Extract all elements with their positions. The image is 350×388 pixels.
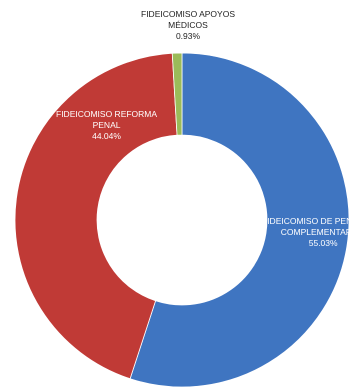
label-pensiones-percent: 55.03%	[308, 238, 338, 248]
label-apoyos-medicos: FIDEICOMISO APOYOS MÉDICOS 0.93%	[128, 9, 248, 42]
slice-reforma-penal	[14, 52, 178, 380]
label-reforma-line2: PENAL	[92, 120, 121, 130]
label-reforma-penal: FIDEICOMISO REFORMA PENAL 44.04%	[56, 109, 157, 142]
label-apoyos-line2: MÉDICOS	[168, 20, 208, 30]
label-apoyos-percent: 0.93%	[175, 31, 201, 41]
label-pensiones-line2: COMPLEMENTARIAS	[280, 227, 350, 237]
label-reforma-line1: FIDEICOMISO REFORMA	[56, 109, 158, 119]
label-reforma-percent: 44.04%	[92, 131, 121, 141]
label-apoyos-line1: FIDEICOMISO APOYOS	[141, 9, 235, 19]
slice-apoyos-medicos	[171, 52, 183, 136]
label-pensiones: FIDEICOMISO DE PENSIONES COMPLEMENTARIAS…	[262, 216, 350, 249]
label-pensiones-line1: FIDEICOMISO DE PENSIONES	[262, 216, 350, 226]
slice-pensiones	[129, 52, 350, 388]
